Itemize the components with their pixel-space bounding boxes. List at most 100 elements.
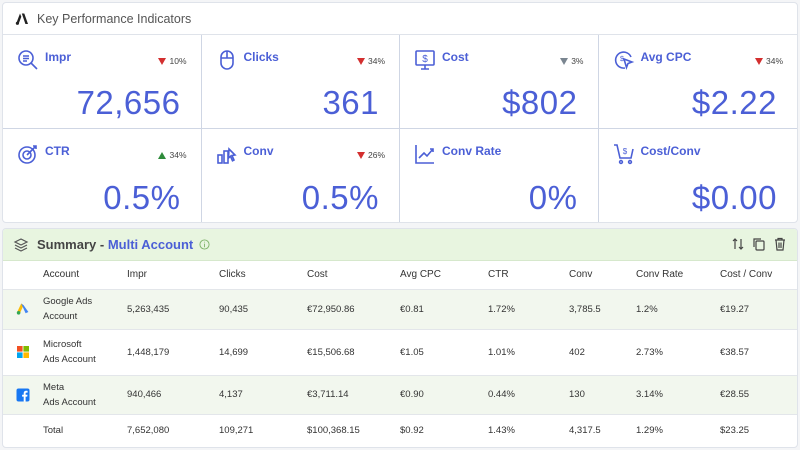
summary-title: Summary - Multi Account: [37, 237, 193, 252]
account-name-line1: Google Ads: [43, 296, 93, 307]
cell-ctr: 1.01%: [488, 329, 569, 376]
summary-title-prefix: Summary -: [37, 237, 108, 252]
kpi-label: Clicks: [243, 50, 279, 64]
delete-icon[interactable]: [773, 237, 787, 251]
kpi-header: Key Performance Indicators: [3, 3, 797, 35]
kpi-card-avg-cpc[interactable]: $ Avg CPC 34% $2.22: [598, 35, 797, 129]
column-header-ctr[interactable]: CTR: [488, 261, 569, 290]
kpi-label: Impr: [45, 50, 72, 64]
total-conv-rate: 1.29%: [636, 414, 720, 447]
kpi-card-conv[interactable]: Conv 26% 0.5%: [202, 129, 400, 222]
account-name-line2: Account: [43, 311, 78, 322]
cell-clicks: 14,699: [219, 329, 307, 376]
kpi-card-cost[interactable]: $ Cost 3% $802: [400, 35, 599, 129]
cell-impr: 940,466: [127, 375, 219, 415]
cost-icon: $: [415, 50, 435, 70]
table-header-icon: [3, 261, 43, 290]
info-icon[interactable]: [199, 239, 210, 250]
trend-chart-icon: [415, 145, 434, 164]
account-icon-cell: [3, 289, 43, 330]
cell-avg-cpc: €1.05: [400, 329, 488, 376]
summary-header: Summary - Multi Account: [3, 229, 797, 261]
column-header-clicks[interactable]: Clicks: [219, 261, 307, 290]
kpi-card-clicks[interactable]: Clicks 34% 361: [201, 35, 400, 129]
account-name-line2: Ads Account: [43, 354, 96, 365]
cell-cost: €15,506.68: [307, 329, 400, 376]
down-arrow-icon: [158, 57, 167, 65]
kpi-delta: 10%: [158, 56, 187, 66]
kpi-delta-value: 34%: [169, 150, 187, 160]
svg-text:$: $: [422, 54, 428, 65]
column-header-avg-cpc[interactable]: Avg CPC: [400, 261, 488, 290]
column-header-cost-conv[interactable]: Cost / Conv: [720, 261, 797, 290]
kpi-delta: 34%: [754, 56, 783, 66]
cell-clicks: 4,137: [219, 375, 307, 415]
total-cost-conv: $23.25: [720, 414, 797, 447]
cell-cost: €3,711.14: [307, 375, 400, 415]
kpi-value: 0%: [528, 179, 578, 216]
cell-conv: 3,785.5: [569, 289, 636, 330]
target-icon: [18, 145, 37, 164]
column-header-cost[interactable]: Cost: [307, 261, 400, 290]
total-clicks: 109,271: [219, 414, 307, 447]
kpi-delta: 3%: [560, 56, 584, 66]
kpi-label: Conv Rate: [442, 144, 502, 158]
microsoft-icon: [17, 346, 29, 358]
kpi-card-ctr[interactable]: CTR 34% 0.5%: [3, 129, 202, 222]
kpi-label: Avg CPC: [640, 50, 692, 64]
copy-icon[interactable]: [752, 237, 766, 251]
kpi-panel: Key Performance Indicators Impr 10% 72,6…: [2, 2, 798, 223]
cell-conv-rate: 1.2%: [636, 289, 720, 330]
total-impr: 7,652,080: [127, 414, 219, 447]
kpi-label: Cost/Conv: [640, 144, 701, 158]
down-arrow-icon: [356, 151, 365, 159]
account-name: Microsoft Ads Account: [43, 329, 127, 376]
down-arrow-icon: [356, 57, 365, 65]
google-ads-icon: [16, 303, 29, 315]
sort-icon[interactable]: [731, 237, 745, 251]
summary-title-account: Multi Account: [107, 237, 194, 252]
kpi-delta-value: 34%: [765, 56, 783, 66]
account-name-line2: Ads Account: [43, 396, 96, 408]
kpi-value: 0.5%: [103, 179, 181, 216]
kpi-card-conv-rate[interactable]: Conv Rate 0%: [400, 129, 599, 222]
cell-avg-cpc: €0.90: [400, 375, 488, 415]
down-arrow-icon: [754, 57, 763, 65]
table-row[interactable]: Meta Ads Account 940,466 4,137 €3,711.14 …: [3, 375, 797, 415]
summary-actions: [731, 237, 787, 251]
kpi-grid: Impr 10% 72,656 Clicks 34% 361 $ Cost 3%…: [3, 35, 798, 222]
total-avg-cpc: $0.92: [400, 414, 488, 447]
column-header-conv-rate[interactable]: Conv Rate: [636, 261, 720, 290]
kpi-delta-value: 34%: [367, 56, 385, 66]
svg-text:$: $: [622, 147, 627, 156]
cell-conv-rate: 2.73%: [636, 329, 720, 376]
column-header-impr[interactable]: Impr: [127, 261, 219, 290]
account-name: Meta Ads Account: [43, 375, 127, 415]
kpi-delta: 34%: [158, 150, 187, 160]
kpi-value: $2.22: [691, 84, 777, 121]
table-row[interactable]: Google Ads Account 5,263,435 90,435 €72,9…: [3, 289, 797, 330]
mouse-icon: [219, 50, 234, 70]
summary-panel: Summary - Multi Account Account Impr Cli…: [2, 228, 798, 448]
account-name-line1: Meta: [43, 381, 65, 393]
account-name: Google Ads Account: [43, 289, 127, 330]
cell-clicks: 90,435: [219, 289, 307, 330]
cell-cost-conv: €28.55: [720, 375, 797, 415]
account-icon-cell: [3, 375, 43, 415]
account-icon-cell: [3, 329, 43, 376]
column-header-conv[interactable]: Conv: [569, 261, 636, 290]
kpi-value: $0.00: [691, 179, 777, 216]
conversion-icon: [216, 147, 237, 164]
kpi-delta-value: 10%: [169, 56, 187, 66]
total-cost: $100,368.15: [307, 414, 400, 447]
impressions-icon: [18, 50, 38, 70]
table-row[interactable]: Microsoft Ads Account 1,448,179 14,699 €1…: [3, 329, 797, 376]
kpi-card-cost-conv[interactable]: $ Cost/Conv $0.00: [599, 129, 798, 222]
kpi-card-impr[interactable]: Impr 10% 72,656: [3, 35, 202, 129]
cpc-icon: $: [614, 51, 634, 71]
layers-icon: [13, 237, 29, 252]
kpi-delta-value: 3%: [571, 56, 584, 66]
kpi-title: Key Performance Indicators: [37, 11, 192, 26]
kpi-delta-value: 26%: [367, 150, 385, 160]
column-header-account[interactable]: Account: [43, 261, 127, 290]
